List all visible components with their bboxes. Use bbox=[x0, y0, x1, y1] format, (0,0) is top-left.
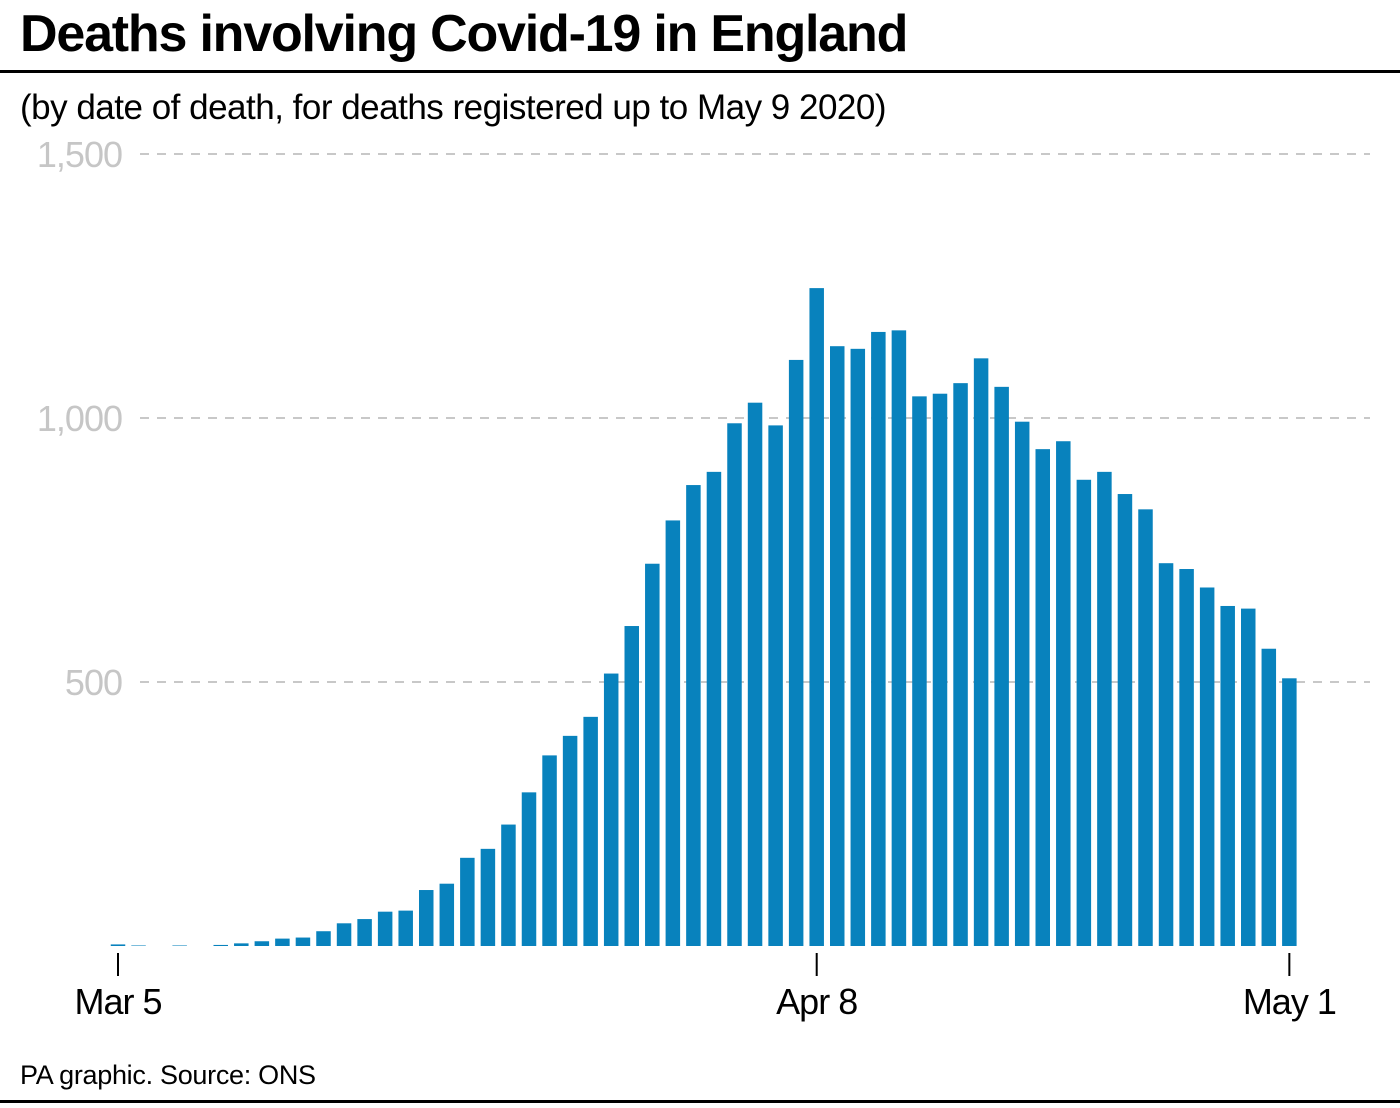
x-axis-ticks: Mar 5 Apr 8 May 1 bbox=[74, 953, 1337, 1022]
bar bbox=[994, 386, 1009, 947]
bar bbox=[1138, 509, 1153, 946]
bar bbox=[583, 716, 598, 946]
x-tick-label: May 1 bbox=[1243, 981, 1336, 1022]
y-tick-label: 1,000 bbox=[37, 398, 122, 439]
bar bbox=[624, 626, 639, 946]
bar bbox=[871, 331, 886, 946]
bar bbox=[1241, 608, 1256, 946]
chart-title: Deaths involving Covid-19 in England bbox=[20, 5, 908, 63]
bar bbox=[850, 348, 866, 947]
bar bbox=[1282, 678, 1297, 946]
bar bbox=[254, 941, 270, 946]
bar bbox=[172, 945, 187, 946]
bar bbox=[645, 563, 660, 946]
bar bbox=[336, 923, 352, 946]
source-credit: PA graphic. Source: ONS bbox=[20, 1060, 316, 1090]
x-tick-label: Apr 8 bbox=[776, 981, 857, 1022]
bar bbox=[686, 485, 701, 946]
bar-chart: 500 1,000 1,500 Mar 5 Apr 8 May 1 bbox=[37, 134, 1370, 1022]
bar bbox=[830, 346, 845, 946]
bar bbox=[1199, 587, 1215, 946]
title-rule bbox=[0, 70, 1400, 73]
bar bbox=[275, 938, 290, 946]
bar bbox=[501, 824, 516, 946]
bar bbox=[665, 520, 681, 946]
bar bbox=[809, 288, 824, 946]
y-tick-label: 1,500 bbox=[37, 134, 122, 175]
bar bbox=[542, 755, 557, 946]
bar bbox=[706, 471, 722, 946]
bar bbox=[295, 937, 311, 946]
bar bbox=[357, 919, 372, 946]
bar bbox=[973, 358, 989, 947]
bar bbox=[1158, 563, 1174, 946]
bar bbox=[1076, 479, 1092, 946]
y-tick-label: 500 bbox=[65, 662, 122, 703]
bar bbox=[912, 396, 927, 947]
bar bbox=[377, 911, 393, 946]
bar bbox=[234, 943, 249, 946]
footer-rule bbox=[0, 1100, 1400, 1103]
bar bbox=[110, 944, 126, 946]
bar bbox=[1179, 569, 1194, 946]
bar bbox=[1261, 648, 1277, 946]
bar bbox=[1014, 421, 1030, 946]
bar bbox=[891, 330, 907, 947]
chart-subtitle: (by date of death, for deaths registered… bbox=[20, 88, 887, 127]
bar bbox=[480, 848, 496, 946]
bar bbox=[131, 945, 146, 946]
bar bbox=[932, 393, 948, 947]
bar bbox=[419, 890, 434, 946]
bar bbox=[1220, 605, 1235, 946]
bar bbox=[727, 423, 742, 946]
bar bbox=[460, 857, 475, 946]
bar bbox=[1056, 441, 1071, 946]
bars bbox=[110, 288, 1297, 947]
bar bbox=[1097, 471, 1112, 946]
bar bbox=[521, 792, 537, 946]
bar bbox=[603, 673, 619, 946]
bar bbox=[1035, 449, 1050, 946]
bar bbox=[562, 735, 578, 946]
x-tick-label: Mar 5 bbox=[74, 981, 161, 1022]
bar bbox=[953, 383, 968, 946]
y-axis-tick-labels: 500 1,000 1,500 bbox=[37, 134, 123, 703]
bar bbox=[788, 359, 804, 946]
bar bbox=[439, 883, 455, 946]
bar bbox=[1117, 494, 1133, 946]
bar bbox=[768, 425, 783, 946]
bar bbox=[316, 931, 331, 946]
bar bbox=[213, 944, 228, 946]
bar bbox=[747, 402, 763, 946]
bar bbox=[398, 910, 413, 946]
